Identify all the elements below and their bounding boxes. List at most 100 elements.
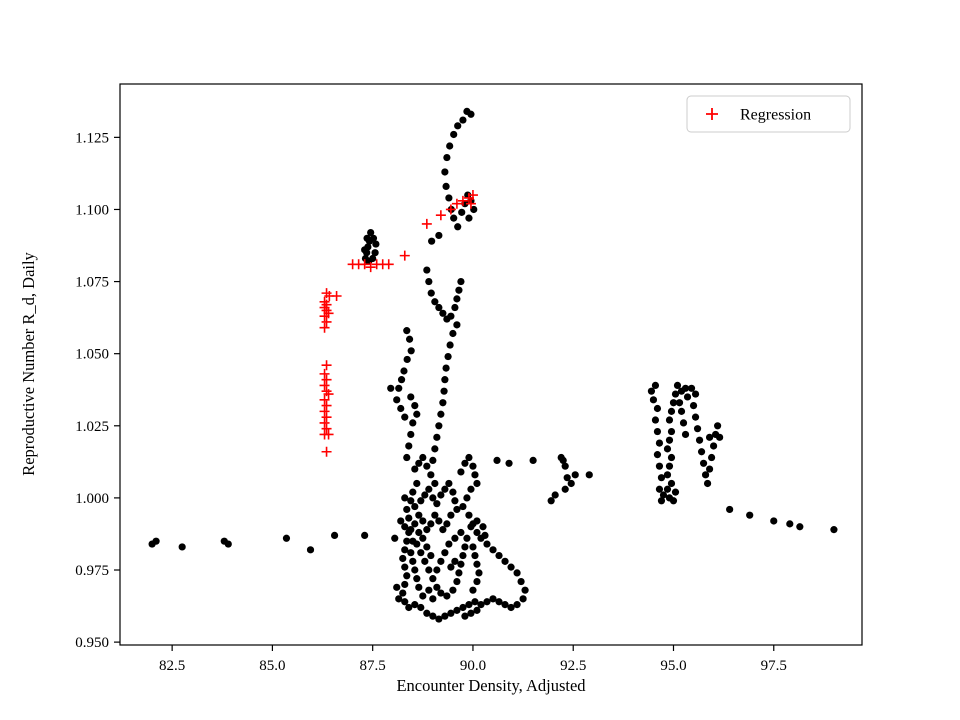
data-point bbox=[447, 563, 455, 571]
data-point bbox=[427, 471, 435, 479]
data-point bbox=[403, 327, 411, 335]
data-point bbox=[449, 329, 457, 338]
plot-area bbox=[120, 84, 862, 645]
data-point bbox=[663, 471, 672, 479]
data-point bbox=[470, 205, 478, 214]
data-point bbox=[405, 335, 414, 343]
data-point bbox=[507, 563, 515, 571]
data-point bbox=[400, 367, 408, 375]
data-point bbox=[445, 479, 453, 488]
data-point bbox=[435, 422, 443, 430]
data-point bbox=[433, 566, 441, 574]
data-point bbox=[561, 462, 569, 470]
data-point bbox=[707, 453, 716, 462]
data-point bbox=[411, 520, 419, 528]
data-point bbox=[413, 479, 421, 488]
regression-point bbox=[319, 394, 330, 405]
data-point bbox=[473, 528, 481, 537]
data-point bbox=[507, 603, 515, 612]
data-point bbox=[657, 474, 666, 482]
data-point bbox=[459, 116, 467, 124]
data-point bbox=[447, 609, 455, 617]
data-point bbox=[665, 436, 674, 444]
data-point bbox=[675, 399, 684, 407]
x-tick-label: 90.0 bbox=[460, 658, 486, 674]
data-point bbox=[440, 387, 448, 395]
data-point bbox=[459, 502, 467, 511]
data-point bbox=[465, 511, 473, 519]
data-point bbox=[433, 433, 441, 441]
data-point bbox=[395, 595, 403, 603]
y-tick-label: 1.000 bbox=[75, 491, 109, 507]
data-point bbox=[401, 598, 409, 606]
data-point bbox=[425, 586, 433, 594]
data-point bbox=[667, 407, 676, 415]
y-tick-label: 1.125 bbox=[75, 130, 109, 146]
data-point bbox=[425, 277, 433, 286]
data-point bbox=[467, 609, 475, 617]
y-axis-ticks: 0.950 0.975 1.000 1.025 1.050 1.075 1.100 1.125 bbox=[75, 130, 120, 651]
regression-point bbox=[365, 262, 376, 273]
data-point bbox=[693, 425, 702, 433]
regression-point bbox=[383, 259, 394, 270]
data-point bbox=[439, 309, 447, 317]
data-point bbox=[459, 551, 467, 560]
axes-border bbox=[119, 83, 863, 646]
series-observations bbox=[148, 107, 838, 623]
data-point bbox=[372, 240, 380, 248]
data-point bbox=[444, 352, 452, 361]
data-point bbox=[401, 563, 409, 571]
x-tick-label: 85.0 bbox=[259, 658, 285, 674]
data-point bbox=[435, 303, 443, 312]
data-point bbox=[469, 462, 477, 470]
regression-point bbox=[321, 400, 332, 411]
regression-point bbox=[323, 389, 334, 400]
regression-point bbox=[321, 316, 332, 327]
data-point bbox=[431, 511, 439, 519]
data-point bbox=[401, 494, 409, 502]
data-point bbox=[457, 277, 465, 286]
data-point bbox=[431, 298, 439, 306]
data-point bbox=[361, 246, 369, 254]
data-point bbox=[423, 609, 431, 617]
data-point bbox=[419, 534, 427, 542]
data-point bbox=[224, 540, 232, 548]
data-point bbox=[479, 523, 487, 531]
data-point bbox=[450, 214, 458, 222]
data-point bbox=[363, 234, 371, 242]
data-point bbox=[441, 549, 449, 557]
data-point bbox=[407, 549, 415, 557]
data-point bbox=[473, 577, 481, 586]
data-point bbox=[473, 560, 481, 568]
data-point bbox=[463, 494, 471, 502]
data-point bbox=[473, 606, 481, 614]
legend-plus-marker-icon bbox=[706, 108, 718, 120]
data-point bbox=[665, 416, 674, 424]
data-point bbox=[796, 523, 804, 531]
data-point bbox=[469, 543, 477, 551]
data-point bbox=[415, 511, 423, 519]
regression-point bbox=[457, 195, 468, 206]
series-layer bbox=[148, 107, 838, 623]
y-tick-label: 0.975 bbox=[75, 563, 109, 579]
data-point bbox=[489, 595, 497, 603]
data-point bbox=[409, 537, 417, 545]
data-point bbox=[457, 468, 465, 476]
data-point bbox=[419, 517, 427, 525]
data-point bbox=[409, 557, 417, 565]
data-point bbox=[457, 528, 465, 537]
data-point bbox=[421, 557, 429, 565]
regression-point bbox=[331, 290, 342, 301]
data-point bbox=[495, 551, 503, 560]
data-point bbox=[455, 286, 463, 294]
data-point bbox=[458, 208, 466, 216]
data-point bbox=[471, 471, 479, 479]
data-point bbox=[425, 485, 433, 493]
data-point bbox=[473, 517, 481, 525]
data-point bbox=[677, 407, 686, 415]
regression-point bbox=[319, 417, 330, 428]
regression-point bbox=[359, 259, 370, 270]
data-point bbox=[559, 456, 567, 465]
data-point bbox=[415, 528, 423, 537]
data-point bbox=[673, 381, 682, 390]
